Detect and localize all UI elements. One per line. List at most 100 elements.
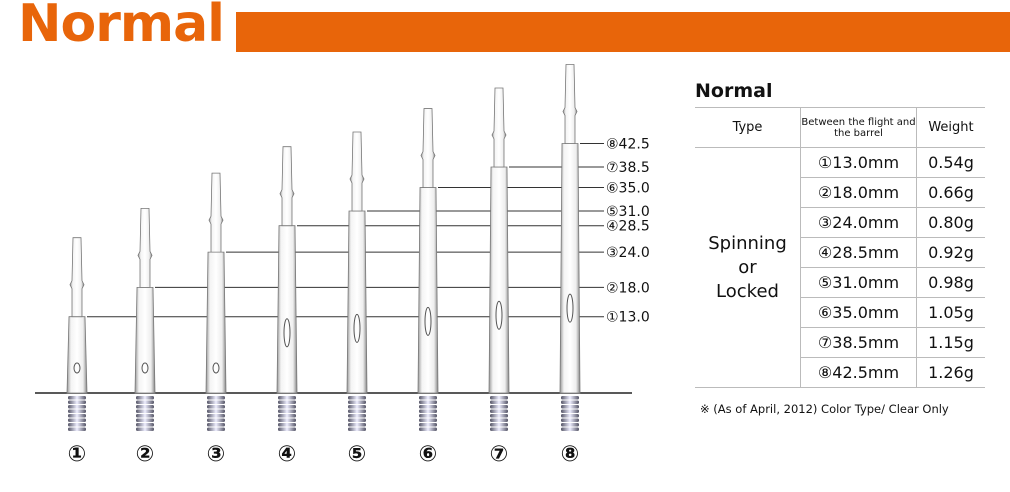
thread: [561, 427, 579, 431]
shaft-body: [276, 225, 298, 394]
thread: [348, 418, 366, 422]
thread: [561, 396, 579, 400]
shaft-number: ⑤: [348, 442, 367, 467]
length-label: ⑤31.0: [606, 204, 650, 220]
weight-cell: 0.54g: [916, 147, 985, 178]
thread: [490, 396, 508, 400]
shaft-number: ⑥: [419, 442, 438, 467]
thread: [136, 405, 154, 409]
table-title: Normal: [695, 80, 773, 102]
type-line: Spinning: [708, 232, 787, 254]
shaft-diagram: ①13.0 ① ②18.0 ② ③24.0 ③ ④28.5 ④ ⑤31.0 ⑤ ⑥35.0 ⑥ ⑦38.…: [35, 64, 650, 467]
thread: [419, 427, 437, 431]
shaft-body: [417, 187, 439, 394]
thread: [419, 418, 437, 422]
shaft-window: [566, 293, 574, 323]
shaft-number: ①: [68, 442, 87, 467]
thread: [419, 423, 437, 427]
shaft-window: [495, 300, 503, 330]
thread: [207, 427, 225, 431]
thread: [207, 405, 225, 409]
header-type: Type: [695, 107, 801, 148]
thread: [207, 409, 225, 413]
thread: [490, 405, 508, 409]
thread: [348, 414, 366, 418]
length-cell: ②18.0mm: [800, 177, 917, 208]
length-label: ⑥35.0: [606, 181, 650, 197]
thread: [136, 427, 154, 431]
shaft-body: [205, 251, 227, 394]
thread: [207, 396, 225, 400]
thread: [490, 423, 508, 427]
thread: [419, 414, 437, 418]
type-line: Locked: [716, 280, 779, 302]
shaft-tip: [69, 237, 85, 318]
thread: [207, 418, 225, 422]
header-weight: Weight: [916, 107, 985, 148]
thread: [348, 409, 366, 413]
thread: [207, 400, 225, 404]
shaft-tip: [562, 64, 578, 144]
thread: [490, 418, 508, 422]
weight-cell: 0.92g: [916, 237, 985, 268]
thread: [348, 400, 366, 404]
thread: [561, 409, 579, 413]
length-label: ①13.0: [606, 310, 650, 326]
shaft-tip: [349, 131, 365, 212]
shaft-body: [488, 166, 510, 394]
thread: [207, 423, 225, 427]
shaft-number: ③: [207, 442, 226, 467]
weight-cell: 0.66g: [916, 177, 985, 208]
shaft-window: [283, 318, 291, 348]
table-row: ⑤31.0mm 0.98g: [695, 267, 985, 298]
thread: [207, 414, 225, 418]
table-row: ④28.5mm 0.92g: [695, 237, 985, 268]
table-row: ③24.0mm 0.80g: [695, 207, 985, 238]
thread: [561, 423, 579, 427]
thread: [68, 427, 86, 431]
thread: [68, 396, 86, 400]
shaft-body: [134, 286, 156, 394]
shaft-window: [424, 306, 432, 336]
thread: [68, 418, 86, 422]
shaft-tip: [279, 146, 295, 227]
thread: [348, 405, 366, 409]
shaft-window: [141, 362, 149, 374]
thread: [278, 396, 296, 400]
page-title: Normal: [18, 0, 225, 54]
shaft-body: [559, 143, 581, 394]
thread: [419, 400, 437, 404]
table-row: ⑧42.5mm 1.26g: [695, 357, 985, 388]
table-row: ②18.0mm 0.66g: [695, 177, 985, 208]
length-cell: ⑧42.5mm: [800, 357, 917, 388]
table-row: ⑦38.5mm 1.15g: [695, 327, 985, 358]
shaft-tip: [420, 108, 436, 188]
thread: [561, 400, 579, 404]
length-label: ②18.0: [606, 280, 650, 296]
length-label: ④28.5: [606, 219, 650, 235]
thread: [348, 427, 366, 431]
thread: [348, 396, 366, 400]
weight-cell: 1.05g: [916, 297, 985, 328]
shaft-window: [212, 362, 220, 374]
thread: [136, 423, 154, 427]
thread: [136, 414, 154, 418]
weight-cell: 0.80g: [916, 207, 985, 238]
thread: [490, 400, 508, 404]
thread: [68, 414, 86, 418]
length-cell: ③24.0mm: [800, 207, 917, 238]
weight-cell: 1.15g: [916, 327, 985, 358]
shaft-body: [346, 210, 368, 394]
shaft-window: [73, 362, 81, 374]
thread: [278, 400, 296, 404]
length-label: ③24.0: [606, 245, 650, 261]
table-row: ⑥35.0mm 1.05g: [695, 297, 985, 328]
thread: [348, 423, 366, 427]
weight-cell: 0.98g: [916, 267, 985, 298]
length-cell: ⑥35.0mm: [800, 297, 917, 328]
shaft-number: ④: [278, 442, 297, 467]
length-cell: ⑤31.0mm: [800, 267, 917, 298]
thread: [490, 427, 508, 431]
thread: [68, 400, 86, 404]
